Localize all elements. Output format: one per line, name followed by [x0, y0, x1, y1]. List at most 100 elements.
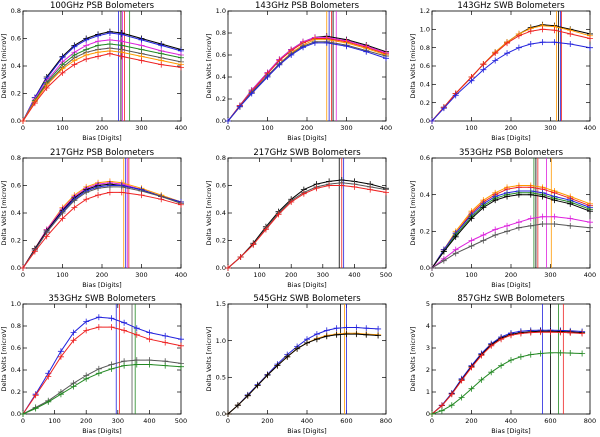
data-point-black [515, 191, 522, 198]
data-point-red [300, 190, 307, 197]
data-point-darkgray [504, 228, 511, 235]
series-line-darkgray [22, 359, 182, 415]
y-tick-label: 2 [426, 366, 430, 374]
data-point-red [83, 196, 90, 203]
data-point-green [567, 350, 574, 357]
data-point-darkgray [515, 224, 522, 231]
x-tick-label: 100 [56, 271, 68, 279]
data-point-darkgray [71, 197, 78, 204]
data-point-red [237, 254, 244, 260]
data-point-darkgray [429, 265, 435, 271]
y-tick-label: 0.2 [216, 95, 226, 103]
x-tick-label: 0 [226, 124, 230, 132]
data-point-blue [429, 118, 435, 124]
data-point-blue [70, 329, 77, 336]
data-point-magenta [527, 215, 534, 222]
data-point-green [458, 394, 465, 401]
y-tick-label: 3 [426, 344, 430, 352]
data-point-black [304, 339, 310, 346]
data-point-red [158, 196, 165, 203]
x-tick-label: 0 [21, 124, 25, 132]
y-tick-label: 0.2 [11, 237, 21, 245]
data-point-blue [468, 77, 475, 84]
y-axis-label: Delta Volts [microV] [205, 181, 213, 246]
data-point-blue [118, 31, 125, 38]
data-point-blue [353, 324, 360, 331]
data-point-red [178, 201, 184, 208]
x-tick-label: 300 [112, 417, 124, 425]
data-point-magenta [468, 237, 475, 244]
data-point-red [488, 342, 495, 349]
series-line-black [227, 179, 387, 269]
data-point-black [539, 193, 546, 200]
data-point-red [95, 53, 102, 60]
panel-title: 857GHz SWB Bolometers [457, 294, 565, 304]
panel-title: 353GHz SWB Bolometers [48, 294, 156, 304]
data-point-darkgray [527, 222, 534, 229]
data-point-magenta [567, 215, 574, 222]
data-point-red [20, 265, 26, 271]
data-point-red [250, 241, 257, 248]
y-tick-label: 5 [426, 300, 430, 308]
data-point-blue [300, 44, 307, 51]
data-point-red [448, 391, 455, 398]
data-point-magenta [515, 219, 522, 226]
x-tick-label: 300 [135, 124, 147, 132]
data-point-red [121, 327, 128, 334]
y-tick-label: 1.5 [216, 300, 226, 308]
data-point-blue [587, 44, 593, 51]
data-point-red [178, 342, 184, 349]
data-point-blue [551, 39, 558, 46]
data-point-blue [106, 30, 113, 36]
data-point-green [468, 385, 475, 392]
data-point-green [178, 363, 184, 370]
data-point-green [83, 375, 90, 382]
y-tick-label: 0.4 [11, 209, 21, 217]
data-point-black [343, 331, 350, 338]
x-tick-label: 0 [226, 271, 230, 279]
x-tick-label: 0 [226, 417, 230, 425]
x-axis-label: Bias [Digits] [287, 427, 326, 435]
panel-title: 100GHz PSB Bolometers [50, 1, 155, 11]
y-tick-label: 0.4 [216, 209, 226, 217]
data-point-green [45, 398, 52, 405]
data-point-red [504, 40, 511, 47]
x-axis-label: Bias [Digits] [287, 281, 326, 289]
data-point-red [527, 28, 534, 35]
data-point-green [527, 351, 534, 358]
data-point-red [527, 329, 534, 336]
y-axis-label: Delta Volts [microV] [409, 181, 417, 246]
data-point-blue [178, 336, 184, 343]
data-point-green [57, 391, 64, 398]
series-line-red [22, 53, 182, 122]
data-point-black [244, 392, 251, 399]
data-point-red [95, 324, 102, 331]
data-point-green [146, 361, 153, 368]
x-axis-label: Bias [Digits] [287, 134, 326, 142]
data-point-black [492, 197, 499, 204]
plot-frame [431, 10, 591, 122]
x-tick-label: 800 [584, 417, 596, 425]
data-point-blue [383, 55, 389, 62]
data-point-blue [121, 319, 128, 326]
y-tick-label: 0.8 [11, 7, 21, 15]
series-line-blue [431, 41, 591, 122]
data-point-blue [95, 32, 102, 39]
data-point-red [43, 233, 50, 240]
y-tick-label: 0.0 [420, 117, 430, 125]
panel-7: 353GHz SWB Bolometers 0 100 200 300 400 500 0.0… [0, 294, 187, 435]
x-tick-label: 100 [261, 124, 273, 132]
data-point-blue [83, 36, 90, 43]
data-point-green [478, 376, 485, 383]
y-tick-label: 0.6 [11, 344, 21, 352]
data-point-red [138, 57, 145, 64]
plot-frame [22, 303, 182, 415]
y-tick-label: 0.4 [420, 81, 430, 89]
data-point-green [438, 407, 445, 414]
data-point-black [225, 411, 231, 417]
series-line-green [431, 352, 583, 415]
data-point-green [32, 405, 39, 412]
data-point-blue [440, 105, 447, 112]
data-point-green [20, 411, 26, 417]
y-tick-label: 0.6 [420, 62, 430, 70]
